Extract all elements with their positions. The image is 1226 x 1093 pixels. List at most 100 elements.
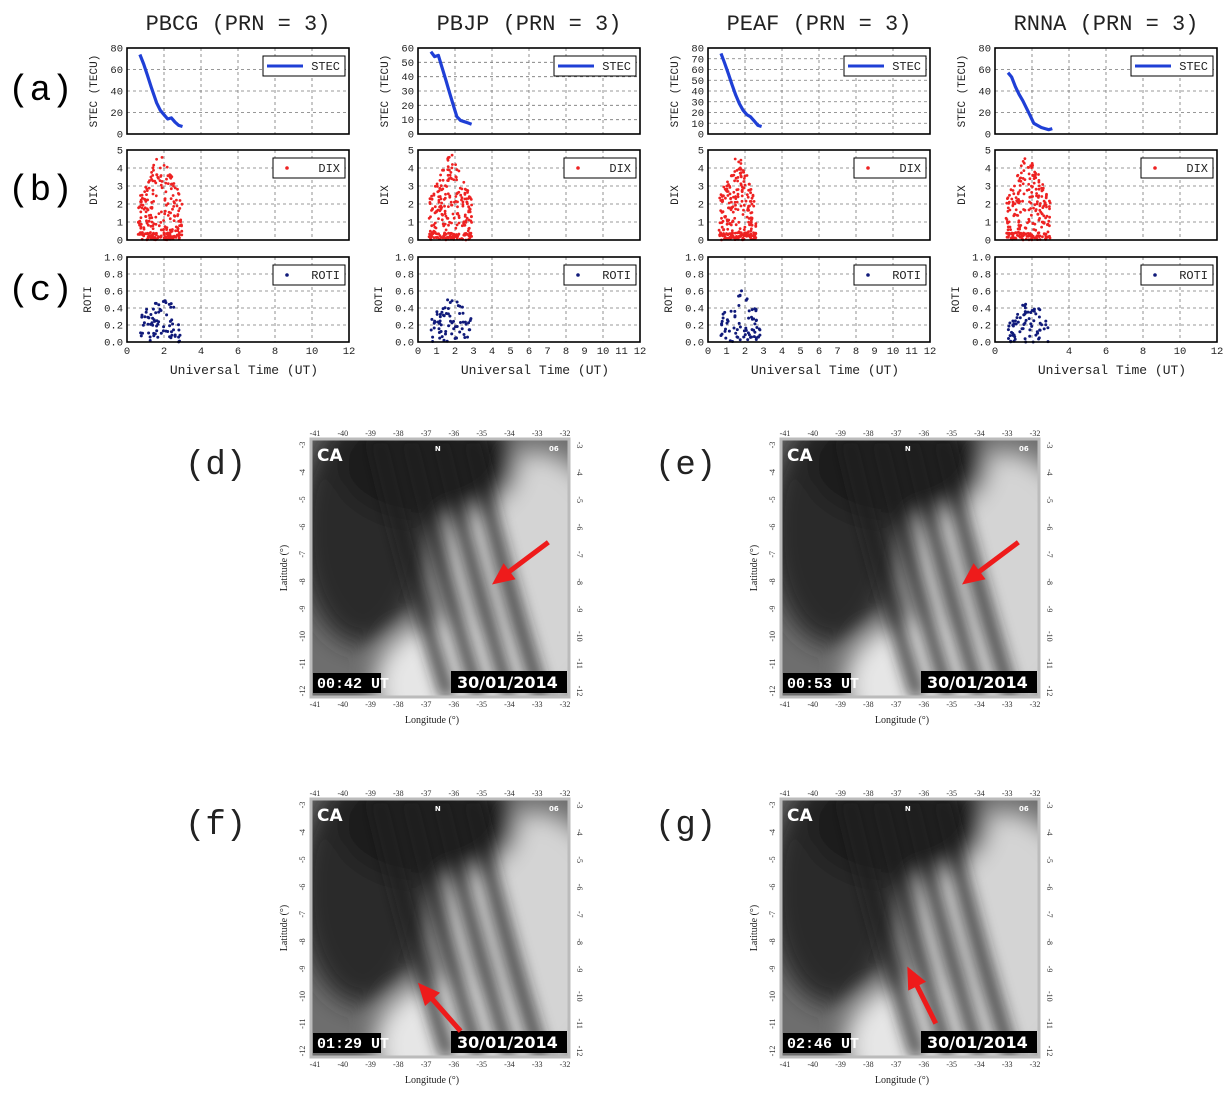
data-point [734,331,738,335]
data-point [734,197,738,201]
data-point [736,195,740,199]
data-point [156,175,160,179]
data-point [446,158,450,162]
data-point [1044,323,1048,327]
data-point [1018,200,1022,203]
x-tick-label: 3 [760,346,766,358]
plasma-bubble [933,799,1019,1057]
x-axis-label: Universal Time (UT) [461,363,609,378]
lat-tick-left: -4 [768,829,777,836]
data-point [437,217,440,221]
data-point [155,173,159,177]
data-point [451,212,455,216]
lon-tick-bottom: -32 [560,700,571,709]
lat-tick-right: -8 [575,578,584,585]
data-point [1008,193,1011,197]
lon-tick-bottom: -38 [393,700,404,709]
data-point [732,326,736,330]
data-point [733,157,737,161]
data-point [1041,235,1044,239]
data-point [152,222,156,226]
data-point [726,194,730,197]
data-point [450,231,453,235]
data-point [159,235,163,239]
data-point [730,229,734,233]
lat-tick-left: -4 [298,829,307,836]
data-point [1046,230,1050,234]
data-point [434,226,438,230]
lon-tick-bottom: -41 [780,700,791,709]
data-point [1022,313,1026,317]
data-point [1009,228,1012,232]
camera-panel-e: (e) CA N 06 00:53 UT 30/01/2014 -41 -41 -40 -40 -3… [655,429,1054,726]
data-point [1016,227,1020,231]
legend-label: DIX [899,162,921,176]
data-point [442,168,445,172]
data-point [719,193,723,197]
data-point [469,219,473,223]
data-point [141,233,145,237]
data-point [167,302,171,306]
data-point [450,203,454,207]
data-point [1035,192,1038,195]
legend-box [1130,55,1214,77]
x-tick-label: 5 [507,346,513,358]
data-point [1028,328,1032,332]
lon-tick-top: -35 [476,429,487,438]
x-tick-label: 0 [992,346,998,358]
legend-box [272,157,346,179]
data-point [747,333,751,337]
legend-box [272,264,346,286]
data-point [1048,236,1052,240]
row-label-a: (a) [8,70,73,111]
y-tick-label: 1.0 [685,253,704,265]
legend-label: ROTI [602,269,631,283]
lon-tick-bottom: -40 [807,1060,818,1069]
y-tick-label: 0.6 [685,287,704,299]
lat-tick-left: -4 [298,469,307,476]
data-point [1013,184,1016,188]
lat-tick-left: -3 [768,442,777,449]
x-tick-label: 6 [526,346,532,358]
data-point [732,195,735,199]
data-point [733,231,737,235]
data-point [154,181,158,185]
chart-peaf-dix: 0 1 2 3 4 5 DIX DIX [670,146,931,248]
x-tick-label: 6 [1103,346,1109,358]
data-point [1020,171,1023,175]
date-box [451,671,567,693]
camera-image-grid: (d) CA N 06 00:42 UT 30/01/2014 -41 -41 -40 -40 -3… [185,429,1054,1086]
bubble-bands [840,799,1019,1057]
data-point [1026,166,1030,169]
y-axis-label: STEC (TECU) [957,55,969,128]
data-point [1006,209,1010,213]
y-tick-label: 70 [691,54,704,66]
data-point [157,212,161,216]
stec-series-line [719,52,763,129]
time-box [313,673,381,693]
data-point [460,327,464,331]
date-box [921,671,1037,693]
lat-tick-left: -8 [768,578,777,585]
data-point [168,232,172,236]
data-point [463,320,467,324]
x-axis-label: Universal Time (UT) [751,363,899,378]
data-point [140,200,143,204]
y-tick-label: 0.8 [104,270,123,282]
data-point [1005,235,1009,239]
x-tick-label: 12 [634,346,647,358]
data-point [461,203,465,206]
data-point [438,336,442,340]
data-point [159,228,163,232]
x-tick-label: 2 [161,346,167,358]
data-point [748,200,752,203]
lat-tick-right: -11 [1045,658,1054,668]
x-tick-label: 7 [834,346,840,358]
lat-tick-right: -8 [1045,578,1054,585]
data-point [743,174,747,178]
data-point [444,184,447,188]
data-point [1016,173,1020,177]
data-point [720,225,724,229]
data-point [743,234,746,237]
